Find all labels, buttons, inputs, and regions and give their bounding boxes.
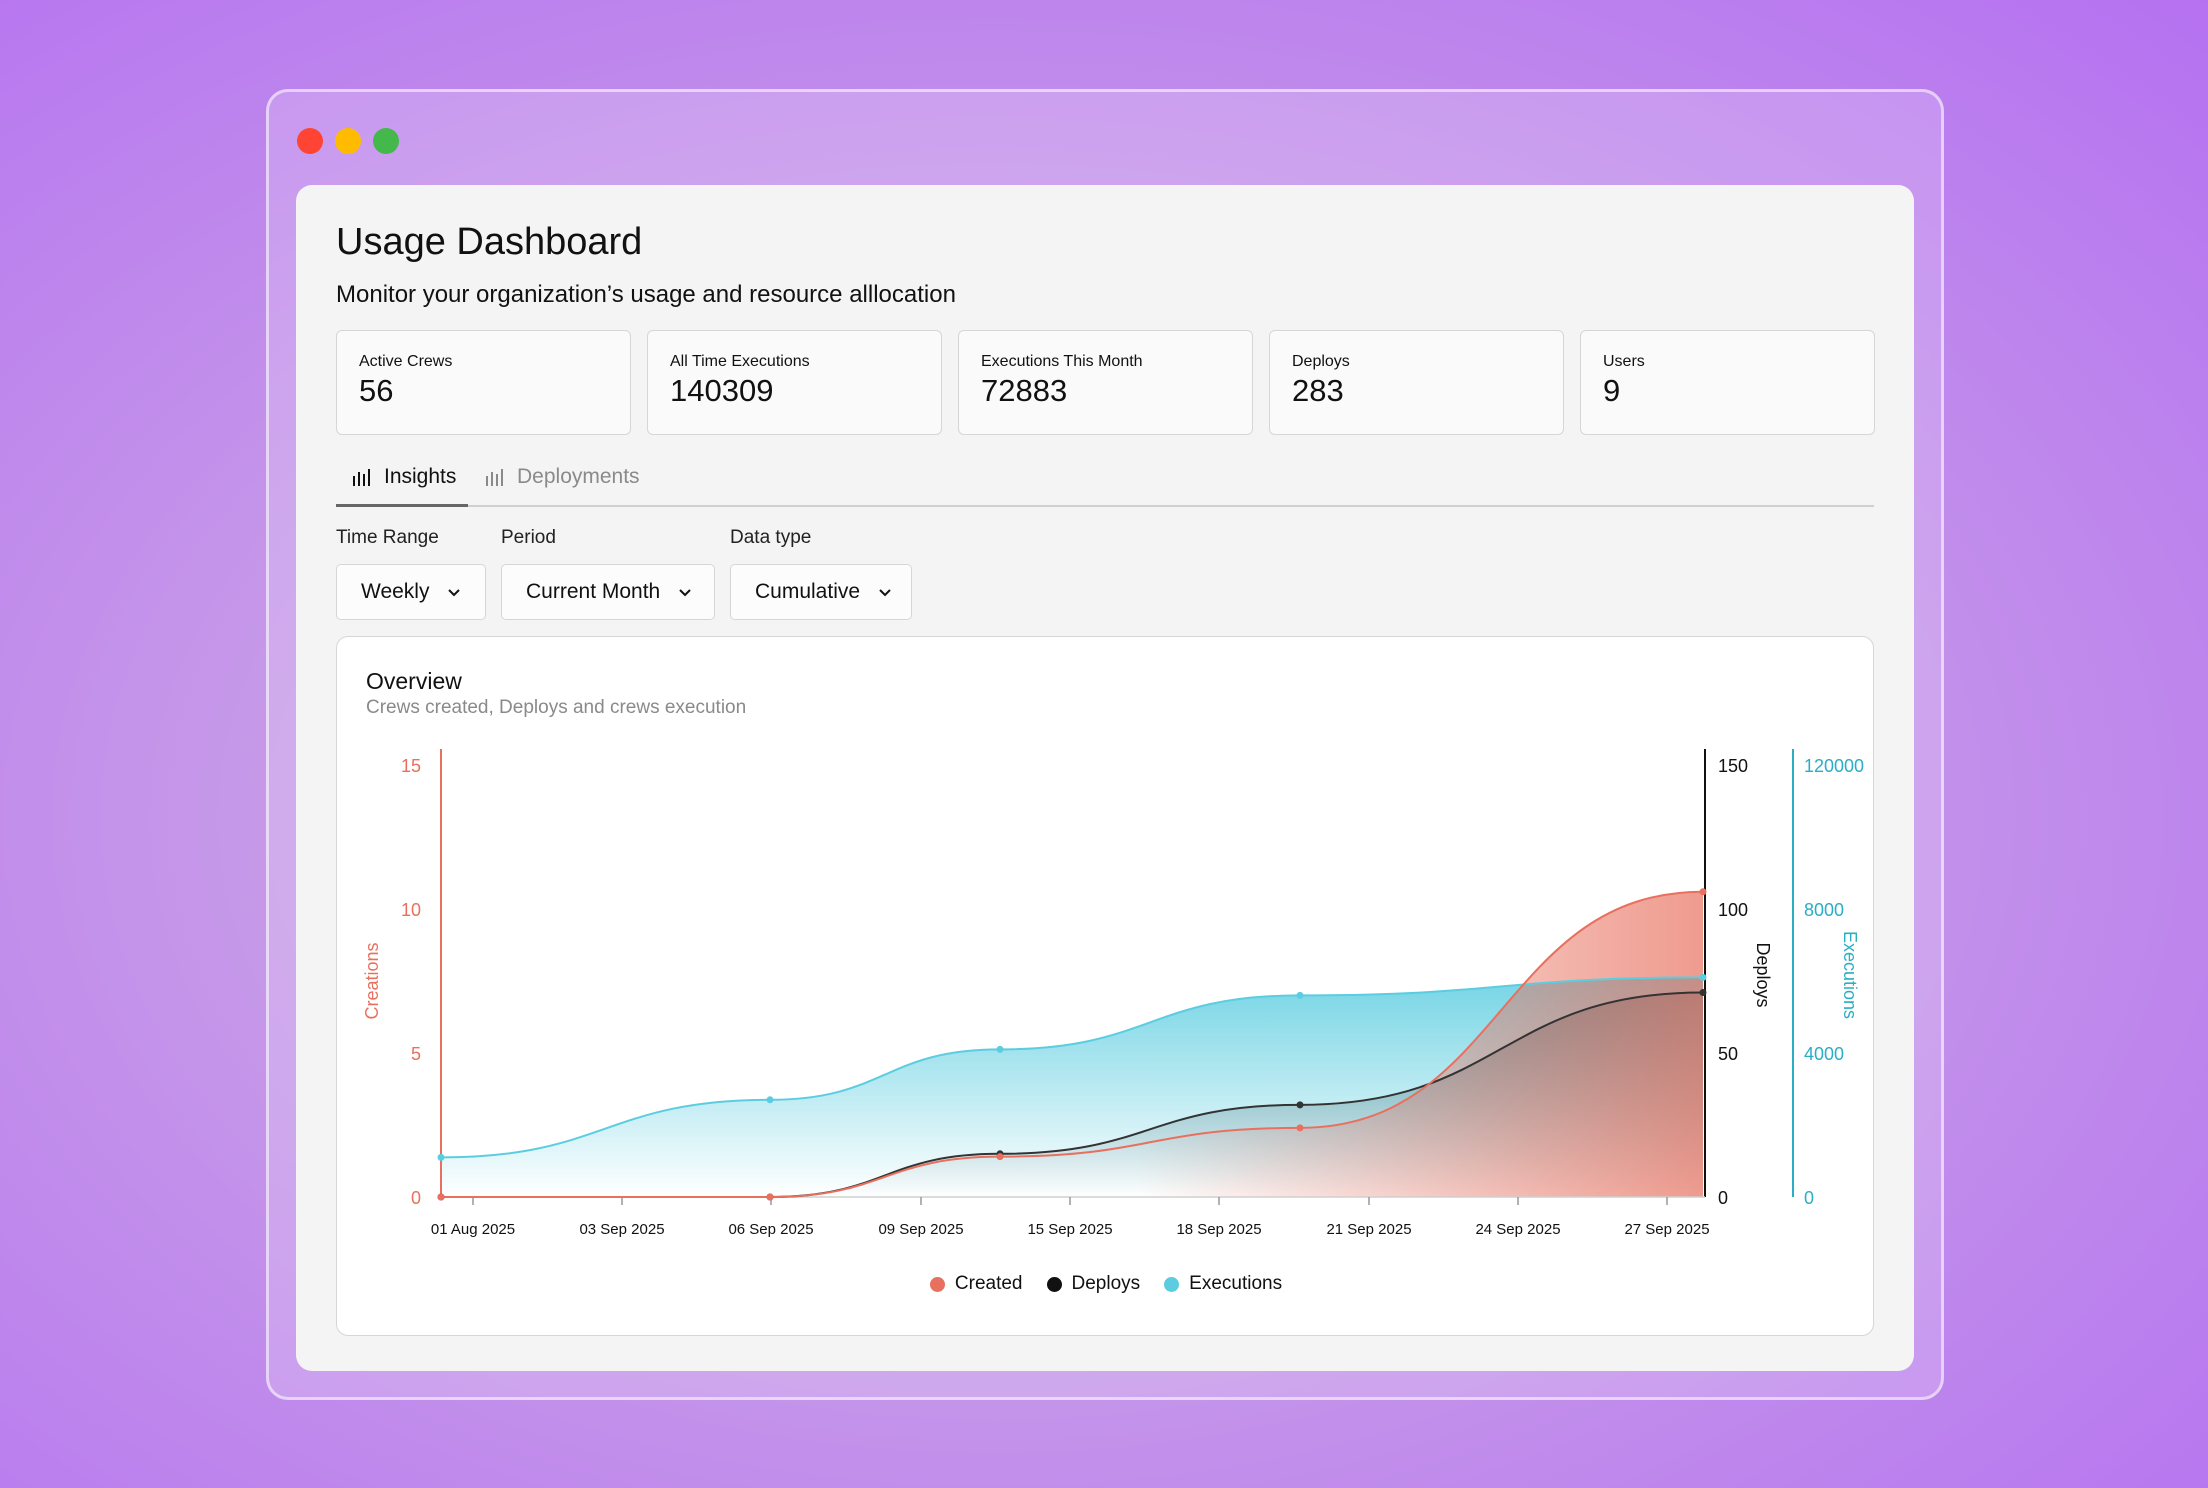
tab-label: Insights	[384, 465, 457, 488]
close-window-button[interactable]	[297, 128, 323, 154]
x-tick-label: 27 Sep 2025	[1624, 1221, 1709, 1238]
chart-title: Overview	[366, 668, 462, 694]
x-tick-label: 24 Sep 2025	[1475, 1221, 1560, 1238]
creations-tick-label: 10	[401, 900, 421, 920]
bar-chart-icon	[353, 469, 370, 486]
bar-chart-icon	[486, 469, 503, 486]
data-point	[1699, 989, 1707, 997]
data-point	[996, 1045, 1004, 1053]
series-line-executions	[440, 976, 1704, 1159]
tab-insights[interactable]: Insights	[352, 462, 456, 492]
data-type-select[interactable]: Cumulative	[730, 564, 912, 620]
period-select[interactable]: Current Month	[501, 564, 715, 620]
data-point	[437, 1193, 445, 1201]
data-point	[1296, 1124, 1304, 1132]
legend-dot	[1164, 1276, 1180, 1292]
series-line-created	[441, 890, 1704, 1198]
minimize-window-button[interactable]	[335, 128, 361, 154]
executions-tick-label: 8000	[1804, 900, 1844, 920]
legend-dot	[1046, 1276, 1062, 1292]
creations-tick-label: 0	[411, 1188, 421, 1208]
stat-card-deploys: Deploys 283	[1269, 330, 1564, 435]
tabs-divider	[336, 505, 1874, 507]
deploys-tick-label: 0	[1718, 1188, 1728, 1208]
creations-tick-label: 5	[411, 1044, 421, 1064]
data-point	[996, 1153, 1004, 1161]
chart-subtitle: Crews created, Deploys and crews executi…	[366, 697, 747, 718]
legend-label: Executions	[1189, 1273, 1283, 1294]
overview-chart-card: Overview Crews created, Deploys and crew…	[336, 636, 1874, 1336]
deploys-tick-label: 150	[1718, 756, 1748, 776]
stat-card-users: Users 9	[1580, 330, 1875, 435]
x-tick-label: 06 Sep 2025	[728, 1221, 813, 1238]
time-range-select[interactable]: Weekly	[336, 564, 486, 620]
x-tick-label: 15 Sep 2025	[1027, 1221, 1112, 1238]
select-value: Current Month	[526, 580, 661, 603]
deploys-axis-title: Deploys	[1753, 942, 1773, 1007]
creations-axis-title: Creations	[362, 942, 382, 1019]
tab-label: Deployments	[517, 465, 640, 488]
tab-deployments[interactable]: Deployments	[485, 462, 640, 492]
stat-value: 56	[359, 373, 394, 408]
stat-label: Deploys	[1292, 353, 1350, 370]
data-point	[1699, 973, 1707, 981]
legend-dot	[929, 1276, 945, 1292]
stat-value: 140309	[670, 373, 774, 408]
stat-value: 283	[1292, 373, 1344, 408]
data-point	[437, 1153, 445, 1161]
deploys-tick-label: 100	[1718, 900, 1748, 920]
data-point	[766, 1096, 774, 1104]
page-subtitle: Monitor your organization’s usage and re…	[336, 281, 956, 308]
maximize-window-button[interactable]	[373, 128, 399, 154]
select-value: Cumulative	[755, 580, 861, 603]
legend-item-executions: Executions	[1164, 1273, 1282, 1295]
chevron-down-icon	[879, 589, 891, 597]
data-type-label: Data type	[730, 527, 812, 548]
stat-label: Active Crews	[359, 353, 453, 370]
stat-card-active-crews: Active Crews 56	[336, 330, 631, 435]
stat-value: 72883	[981, 373, 1068, 408]
legend-item-deploys: Deploys	[1046, 1273, 1141, 1295]
creations-tick-label: 15	[401, 756, 421, 776]
executions-tick-label: 4000	[1804, 1044, 1844, 1064]
data-point	[1296, 1101, 1304, 1109]
page-title: Usage Dashboard	[336, 221, 643, 263]
x-tick-label: 09 Sep 2025	[878, 1221, 963, 1238]
active-tab-indicator	[336, 504, 468, 507]
stat-card-all-time-executions: All Time Executions 140309	[647, 330, 942, 435]
dashboard-panel: Usage Dashboard Monitor your organizatio…	[296, 185, 1914, 1371]
data-point	[1296, 991, 1304, 999]
data-point	[1699, 888, 1707, 896]
period-label: Period	[501, 527, 556, 548]
data-point	[766, 1193, 774, 1201]
x-tick-label: 03 Sep 2025	[579, 1221, 664, 1238]
time-range-label: Time Range	[336, 527, 439, 548]
stat-label: All Time Executions	[670, 353, 810, 370]
legend-item-created: Created	[929, 1273, 1023, 1295]
stat-value: 9	[1603, 373, 1621, 408]
stat-label: Executions This Month	[981, 353, 1143, 370]
series-area-created	[441, 891, 1703, 1197]
legend-label: Deploys	[1071, 1273, 1141, 1294]
stat-card-executions-this-month: Executions This Month 72883	[958, 330, 1253, 435]
stat-label: Users	[1603, 353, 1645, 370]
executions-tick-label: 120000	[1804, 756, 1864, 776]
x-tick-label: 01 Aug 2025	[431, 1221, 515, 1238]
executions-axis-title: Executions	[1840, 931, 1860, 1019]
x-tick-label: 18 Sep 2025	[1176, 1221, 1261, 1238]
deploys-tick-label: 50	[1718, 1044, 1738, 1064]
executions-tick-label: 0	[1804, 1188, 1814, 1208]
chevron-down-icon	[448, 589, 461, 597]
legend-label: Created	[954, 1273, 1023, 1294]
select-value: Weekly	[361, 580, 430, 603]
x-tick-label: 21 Sep 2025	[1326, 1221, 1411, 1238]
chart-legend: Created Deploys Executions	[337, 1273, 1873, 1295]
chevron-down-icon	[679, 589, 691, 597]
